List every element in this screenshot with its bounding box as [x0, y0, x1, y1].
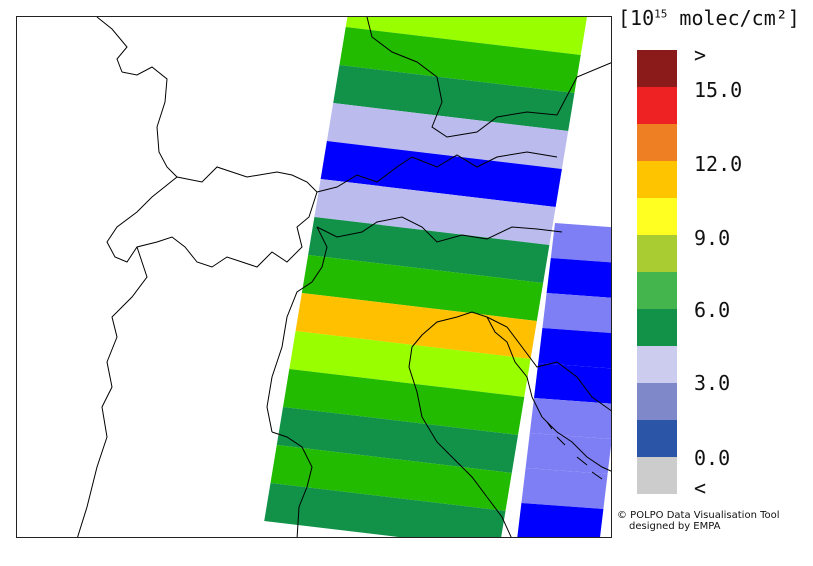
coast-ligurian [271, 431, 313, 537]
border-slovenia [486, 316, 611, 412]
border-switzerland [106, 166, 318, 268]
legend-tick-label: 15.0 [694, 78, 743, 102]
legend-swatch [637, 346, 677, 383]
legend-swatch [637, 383, 677, 420]
swath-stripe [308, 217, 550, 283]
swath-stripe [525, 433, 611, 474]
border-austria-north [316, 151, 558, 193]
legend-swatch [637, 124, 677, 161]
legend-swatch [637, 161, 677, 198]
swath-stripe [270, 445, 512, 511]
legend-tick-label: 9.0 [694, 226, 731, 250]
border-austria-italy [316, 216, 563, 243]
credit-line-2: designed by EMPA [629, 521, 721, 532]
swath-stripe [320, 141, 562, 207]
border-france-belgium [96, 17, 128, 73]
legend-swatch [637, 457, 677, 494]
legend-swatch [637, 50, 677, 87]
swath-stripe [301, 255, 544, 321]
swath-stripe [517, 503, 604, 537]
swath-stripe [534, 363, 611, 404]
swath-stripe [339, 27, 581, 93]
swath-stripe [538, 328, 611, 369]
coast-adriatic-north [411, 311, 533, 398]
swath-stripe [276, 407, 519, 473]
legend-tick-label: 0.0 [694, 446, 731, 470]
swath-stripe [326, 103, 569, 169]
border-france-germany [121, 66, 178, 178]
legend-swatch [637, 309, 677, 346]
swath-stripe [283, 369, 525, 435]
credit-line-1: © POLPO Data Visualisation Tool [617, 510, 780, 521]
swath-stripe [345, 17, 587, 55]
swath-stripe [295, 293, 537, 359]
legend-swatch [637, 235, 677, 272]
satellite-swath-east [517, 223, 611, 537]
coast-italy-east [408, 346, 512, 537]
legend-swatch [637, 198, 677, 235]
legend-swatch [637, 87, 677, 124]
legend-swatch [637, 420, 677, 457]
borders-and-coastlines [77, 17, 611, 537]
legend-swatch [637, 272, 677, 309]
islands [546, 421, 603, 480]
credit-text: © POLPO Data Visualisation Tool designed… [617, 510, 780, 532]
border-germany-austria [366, 17, 611, 138]
legend-tick-label: < [694, 476, 707, 500]
legend-tick-label: > [694, 43, 707, 67]
legend-tick-label: 3.0 [694, 371, 731, 395]
legend-tick-label: 12.0 [694, 152, 743, 176]
border-france-italy [77, 246, 148, 537]
swath-stripe [521, 468, 608, 509]
map-canvas [77, 17, 611, 537]
swath-stripe [550, 223, 611, 263]
swath-stripe [542, 293, 611, 334]
coast-croatia [531, 396, 611, 472]
swath-stripe [314, 179, 556, 245]
swath-stripe [264, 483, 506, 537]
legend-tick-label: 6.0 [694, 298, 731, 322]
swath-stripe [529, 398, 611, 439]
border-italy-inner [266, 226, 328, 433]
legend-title: [1015 molec/cm²] [618, 6, 800, 30]
satellite-swath-main [264, 17, 587, 537]
map-panel[interactable] [16, 16, 612, 538]
swath-stripe [546, 258, 611, 298]
